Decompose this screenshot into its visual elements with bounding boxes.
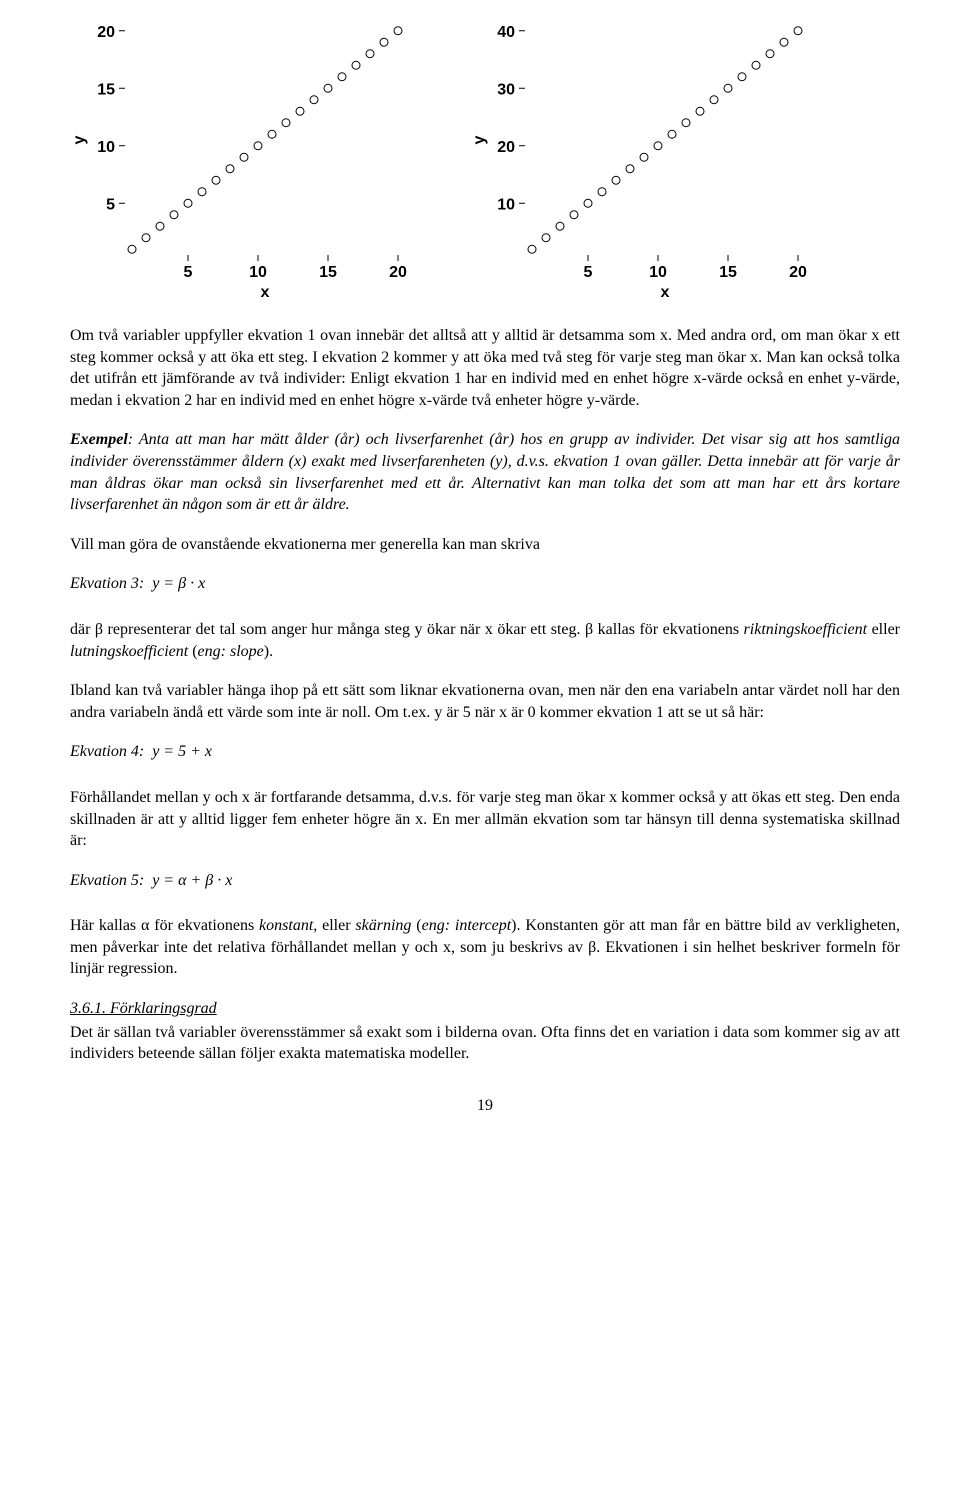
p7-mid2: (	[411, 917, 421, 934]
scatter-chart-right: 10 20 30 40 5 10 15 20 y x	[470, 20, 820, 300]
example-label: Exempel	[70, 431, 128, 448]
example-paragraph: Exempel: Anta att man har mätt ålder (år…	[70, 429, 900, 515]
equation-4: Ekvation 4: y = 5 + x	[70, 741, 900, 763]
svg-text:20: 20	[97, 24, 115, 41]
svg-text:15: 15	[319, 264, 337, 281]
p4-italic-1: riktningskoefficient	[744, 621, 868, 638]
svg-text:15: 15	[719, 264, 737, 281]
svg-text:y: y	[471, 135, 488, 144]
p4-italic-3: eng: slope	[198, 643, 264, 660]
section-heading: 3.6.1. Förklaringsgrad	[70, 998, 900, 1020]
svg-text:5: 5	[584, 264, 593, 281]
equation-5: Ekvation 5: y = α + β · x	[70, 870, 900, 892]
equation-3-formula: y = β · x	[152, 575, 205, 592]
p4-mid: eller	[867, 621, 900, 638]
p7-mid1: , eller	[313, 917, 355, 934]
svg-text:x: x	[261, 284, 270, 300]
equation-4-formula: y = 5 + x	[152, 743, 212, 760]
p4-pre: där β representerar det tal som anger hu…	[70, 621, 744, 638]
svg-text:10: 10	[497, 196, 515, 213]
svg-text:20: 20	[389, 264, 407, 281]
paragraph-alpha: Här kallas α för ekvationens konstant, e…	[70, 915, 900, 980]
paragraph-1: Om två variabler uppfyller ekvation 1 ov…	[70, 325, 900, 411]
p4-pclose: ).	[264, 643, 273, 660]
svg-text:10: 10	[649, 264, 667, 281]
paragraph-beta: där β representerar det tal som anger hu…	[70, 619, 900, 662]
paragraph-nonzero: Ibland kan två variabler hänga ihop på e…	[70, 680, 900, 723]
equation-3: Ekvation 3: y = β · x	[70, 573, 900, 595]
page-number: 19	[70, 1095, 900, 1117]
svg-text:5: 5	[184, 264, 193, 281]
paragraph-generalize: Vill man göra de ovanstående ekvationern…	[70, 534, 900, 556]
equation-3-label: Ekvation 3:	[70, 575, 144, 592]
svg-text:40: 40	[497, 24, 515, 41]
charts-row: 5 10 15 20 5 10 15 20 y x 10 20 30 40 5 10 15 20 y x	[70, 20, 900, 300]
p7-it2: skärning	[355, 917, 411, 934]
scatter-chart-left: 5 10 15 20 5 10 15 20 y x	[70, 20, 420, 300]
p7-pre: Här kallas α för ekvationens	[70, 917, 259, 934]
svg-text:x: x	[661, 284, 670, 300]
svg-text:20: 20	[497, 139, 515, 156]
svg-text:10: 10	[97, 139, 115, 156]
svg-text:15: 15	[97, 81, 115, 98]
svg-text:y: y	[71, 135, 88, 144]
example-text: : Anta att man har mätt ålder (år) och l…	[70, 431, 900, 513]
paragraph-forklaring: Det är sällan två variabler överensstämm…	[70, 1022, 900, 1065]
svg-text:10: 10	[249, 264, 267, 281]
p7-it1: konstant	[259, 917, 313, 934]
equation-5-label: Ekvation 5:	[70, 872, 144, 889]
chart-left: 5 10 15 20 5 10 15 20 y x	[70, 20, 420, 300]
equation-5-formula: y = α + β · x	[152, 872, 232, 889]
p4-italic-2: lutningskoefficient	[70, 643, 188, 660]
paragraph-relationship: Förhållandet mellan y och x är fortfaran…	[70, 787, 900, 852]
svg-text:5: 5	[106, 196, 115, 213]
svg-text:30: 30	[497, 81, 515, 98]
p7-it3: eng: intercept	[422, 917, 512, 934]
chart-right: 10 20 30 40 5 10 15 20 y x	[470, 20, 820, 300]
equation-4-label: Ekvation 4:	[70, 743, 144, 760]
p4-popen: (	[188, 643, 197, 660]
svg-text:20: 20	[789, 264, 807, 281]
